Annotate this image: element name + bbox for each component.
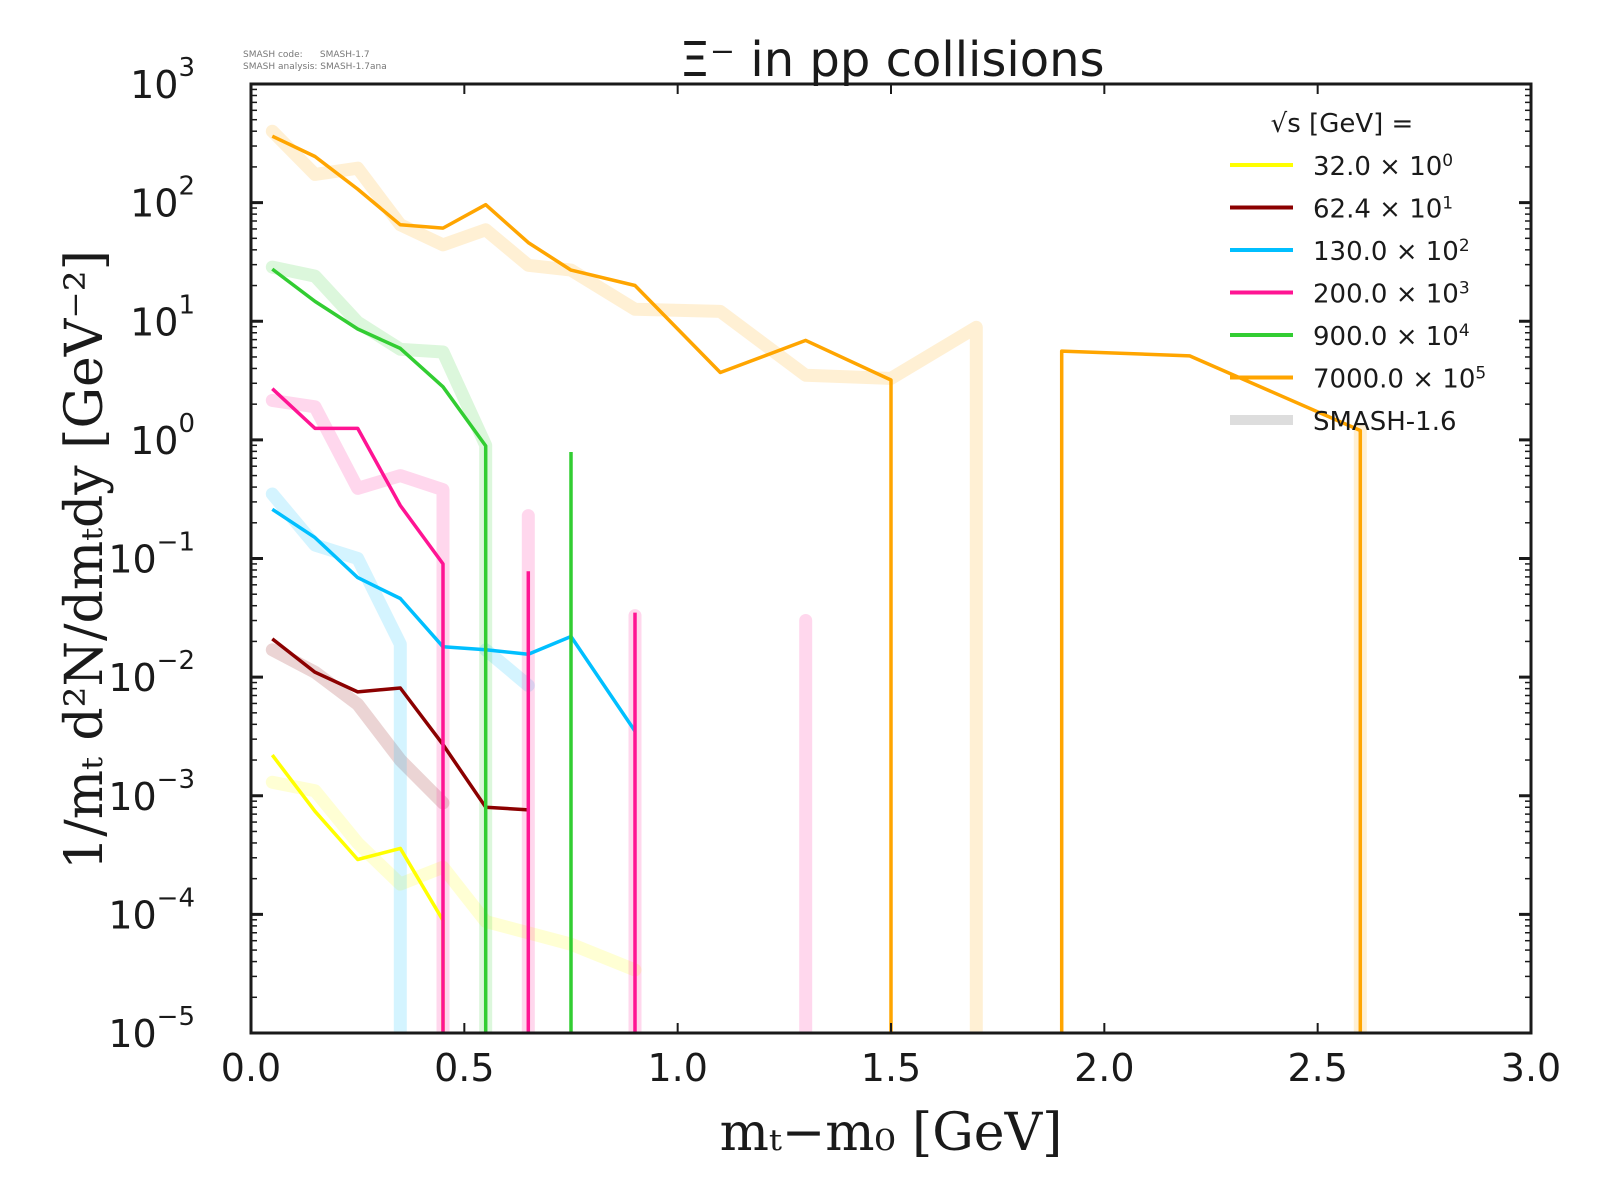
x-tick-label: 2.0 [1074,1046,1134,1090]
legend-label: 900.0 × 104 [1313,321,1470,352]
x-tick-label: 0.0 [221,1046,281,1090]
legend-label: 32.0 × 100 [1313,151,1453,182]
chart-title: Ξ⁻ in pp collisions [679,32,1104,88]
legend-header: √s [GeV] = [1271,109,1414,139]
y-axis-label: 1/mₜ d²N/dmₜdy [GeV⁻²] [55,250,115,870]
y-tick-label: 10−4 [108,883,195,937]
y-tick-label: 10−5 [108,1002,195,1056]
series-smash16-130_0-seg1 [479,643,535,692]
series-smash16-32_0-seg0 [265,775,642,977]
series-smash16-130_0-seg0 [265,487,407,1033]
legend-label: 130.0 × 102 [1313,236,1470,267]
series-smash17-32_0-seg0 [270,754,445,1033]
legend-label: SMASH-1.6 [1313,407,1457,437]
x-tick-label: 0.5 [434,1046,494,1090]
legend-label: 7000.0 × 105 [1313,364,1486,395]
y-tick-label: 103 [130,53,195,107]
y-tick-label: 10−3 [108,765,195,819]
series-smash17-900_0-seg0 [271,267,488,1033]
y-tick-label: 100 [130,409,195,463]
x-tick-label: 3.0 [1501,1046,1561,1090]
version-line-1: SMASH code: SMASH-1.7 [243,50,370,60]
y-tick-label: 102 [130,172,195,226]
x-tick-label: 1.5 [861,1046,921,1090]
y-tick-label: 101 [130,290,195,344]
x-tick-label: 2.5 [1287,1046,1347,1090]
legend: √s [GeV] = 32.0 × 100 62.4 × 101 130.0 × 10… [1230,109,1486,437]
y-tick-label: 10−2 [108,646,195,700]
series-smash17-200_0-seg0 [271,387,445,1033]
series-smash17-7000_0-seg1 [1059,349,1363,1033]
series-smash16-900_0-seg0 [265,260,493,1033]
series-smash17-7000_0-seg0 [271,134,893,1033]
series-layer [265,124,1367,1033]
version-line-2: SMASH analysis: SMASH-1.7ana [243,62,387,72]
x-tick-label: 1.0 [647,1046,707,1090]
series-smash16-62_4-seg0 [265,643,450,810]
series-smash16-200_0-seg0 [265,393,450,1033]
x-axis-label: mₜ−m₀ [GeV] [720,1103,1063,1163]
legend-label: 62.4 × 101 [1313,194,1453,225]
series-smash16-7000_0-seg0 [265,124,983,1033]
legend-label: 200.0 × 103 [1313,279,1470,310]
y-tick-label: 10−1 [108,528,195,582]
